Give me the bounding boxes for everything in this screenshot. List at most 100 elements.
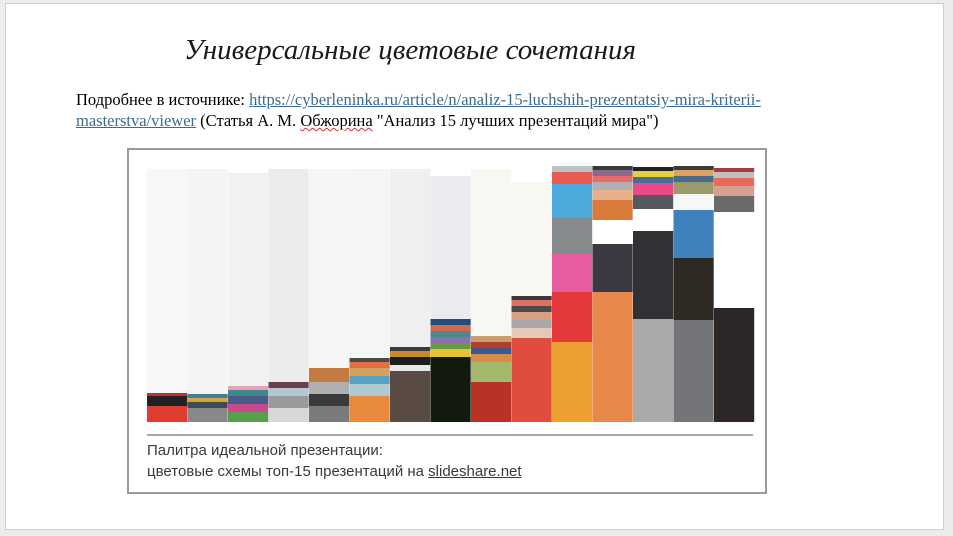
color-band [592,292,633,422]
color-band [673,320,714,422]
color-band [228,404,269,412]
color-band [268,388,309,396]
color-band [349,358,390,362]
color-band [673,176,714,182]
color-band [390,357,431,365]
color-band [592,200,633,220]
color-band [592,220,633,244]
color-band [592,182,633,190]
color-band [471,382,512,422]
color-band [147,406,188,422]
color-band [673,182,714,194]
color-band [511,296,552,300]
color-band [592,190,633,200]
color-band [268,169,309,382]
color-band [268,396,309,408]
color-band [633,171,674,177]
source-link[interactable]: https://cyberleninka.ru/article/n/analiz… [76,90,761,130]
color-band [592,176,633,182]
color-band [552,292,593,342]
color-band [228,173,269,386]
palette-chart [147,166,755,436]
color-band [633,319,674,422]
color-band [228,390,269,396]
color-band [430,349,471,357]
color-band [511,320,552,328]
palette-column-13 [633,167,674,422]
color-band [714,308,755,422]
color-band [349,368,390,376]
color-band [714,212,755,308]
color-band [430,343,471,349]
color-band [633,167,674,171]
figure-caption: Палитра идеальной презентации: цветовые … [147,440,747,482]
color-band [471,354,512,362]
color-band [349,384,390,396]
caption-link: slideshare.net [428,463,522,480]
palette-column-5 [309,169,350,422]
color-band [633,195,674,209]
color-band [471,342,512,348]
palette-column-6 [349,169,390,422]
caption-line-2-prefix: цветовые схемы топ-15 презентаций на [147,463,429,480]
color-band [268,408,309,422]
color-band [187,394,228,398]
color-band [471,336,512,342]
color-band [390,169,431,347]
source-suffix-b: "Анализ 15 лучших презентаций мира") [372,111,659,130]
color-band [390,347,431,351]
color-band [309,169,350,368]
color-band [309,368,350,382]
color-band [552,218,593,254]
color-band [187,408,228,422]
color-band [471,169,512,336]
color-band [592,166,633,170]
color-band [349,396,390,422]
color-band [187,402,228,408]
color-band [552,166,593,172]
color-band [430,357,471,422]
caption-line-1: Палитра идеальной презентации: [147,442,383,459]
color-band [268,382,309,388]
color-band [633,183,674,195]
source-suffix-a: (Статья А. М. [196,111,301,130]
palette-column-11 [552,166,593,422]
color-band [430,331,471,337]
palette-figure: Палитра идеальной презентации: цветовые … [127,148,767,494]
color-band [309,406,350,422]
slide-title: Универсальные цветовые сочетания [184,34,637,66]
palette-column-4 [268,169,309,422]
color-band [390,371,431,422]
color-band [228,386,269,390]
color-band [471,348,512,354]
color-band [430,176,471,319]
color-band [349,362,390,368]
palette-column-3 [228,173,269,422]
palette-column-9 [471,169,512,422]
slide: Универсальные цветовые сочетания Подробн… [5,3,944,530]
color-band [673,170,714,176]
palette-column-7 [390,169,431,422]
palette-column-10 [511,182,552,422]
color-band [552,342,593,422]
color-band [552,254,593,292]
color-band [633,231,674,319]
caption-line-2: цветовые схемы топ-15 презентаций на sli… [147,461,747,482]
palette-column-12 [592,166,633,422]
color-band [511,338,552,422]
color-band [511,300,552,306]
color-band [714,186,755,196]
color-band [673,258,714,320]
color-band [228,412,269,422]
color-band [633,177,674,183]
color-band [592,244,633,292]
color-band [511,306,552,312]
source-prefix: Подробнее в источнике: [76,90,250,109]
color-band [633,209,674,231]
color-band [349,169,390,358]
color-band [430,337,471,343]
color-band [552,172,593,184]
color-band [430,325,471,331]
color-band [714,168,755,172]
color-band [714,196,755,212]
